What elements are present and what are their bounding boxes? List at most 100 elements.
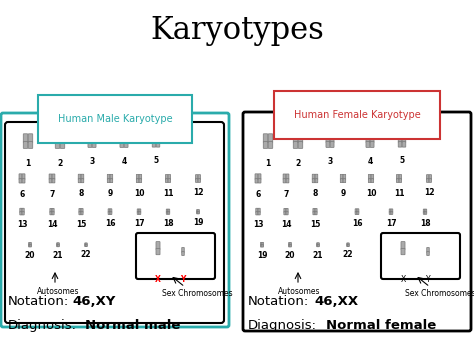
FancyBboxPatch shape bbox=[50, 208, 52, 212]
FancyBboxPatch shape bbox=[290, 245, 292, 247]
FancyBboxPatch shape bbox=[197, 212, 198, 214]
FancyBboxPatch shape bbox=[260, 242, 262, 245]
Text: Notation:: Notation: bbox=[248, 295, 309, 308]
FancyBboxPatch shape bbox=[139, 179, 142, 182]
Text: 14: 14 bbox=[47, 220, 57, 229]
Text: 20: 20 bbox=[285, 251, 295, 260]
FancyBboxPatch shape bbox=[137, 175, 139, 179]
FancyBboxPatch shape bbox=[313, 208, 315, 212]
FancyBboxPatch shape bbox=[88, 135, 92, 142]
FancyBboxPatch shape bbox=[340, 174, 343, 179]
Text: 3: 3 bbox=[90, 157, 95, 166]
FancyBboxPatch shape bbox=[156, 142, 160, 147]
FancyBboxPatch shape bbox=[23, 141, 28, 149]
Text: Human Male Karyotype: Human Male Karyotype bbox=[58, 114, 173, 124]
FancyBboxPatch shape bbox=[401, 248, 405, 255]
FancyBboxPatch shape bbox=[286, 174, 289, 179]
Text: 18: 18 bbox=[419, 219, 430, 228]
FancyBboxPatch shape bbox=[166, 209, 168, 212]
FancyBboxPatch shape bbox=[52, 208, 54, 212]
FancyBboxPatch shape bbox=[55, 141, 60, 149]
Text: Sex Chromosomes: Sex Chromosomes bbox=[162, 289, 233, 298]
FancyBboxPatch shape bbox=[330, 142, 334, 147]
FancyBboxPatch shape bbox=[110, 179, 113, 183]
FancyBboxPatch shape bbox=[166, 212, 168, 214]
Text: 9: 9 bbox=[340, 189, 346, 198]
FancyBboxPatch shape bbox=[258, 208, 260, 212]
FancyBboxPatch shape bbox=[78, 179, 81, 183]
Text: 20: 20 bbox=[25, 251, 35, 260]
FancyBboxPatch shape bbox=[55, 134, 60, 142]
FancyBboxPatch shape bbox=[312, 174, 315, 179]
Text: 12: 12 bbox=[424, 188, 434, 197]
FancyBboxPatch shape bbox=[22, 179, 25, 183]
FancyBboxPatch shape bbox=[425, 209, 427, 212]
FancyBboxPatch shape bbox=[425, 212, 427, 214]
Text: 6: 6 bbox=[255, 190, 261, 199]
Text: 17: 17 bbox=[386, 219, 396, 228]
FancyBboxPatch shape bbox=[137, 179, 139, 182]
Text: 9: 9 bbox=[108, 189, 113, 198]
FancyBboxPatch shape bbox=[19, 179, 22, 183]
FancyBboxPatch shape bbox=[427, 179, 429, 182]
FancyBboxPatch shape bbox=[49, 174, 52, 179]
FancyBboxPatch shape bbox=[326, 135, 330, 142]
FancyBboxPatch shape bbox=[81, 179, 84, 183]
FancyBboxPatch shape bbox=[88, 142, 92, 147]
FancyBboxPatch shape bbox=[298, 134, 303, 142]
Text: Y: Y bbox=[180, 275, 186, 284]
FancyBboxPatch shape bbox=[243, 112, 471, 331]
FancyBboxPatch shape bbox=[20, 208, 22, 212]
Text: 46,XX: 46,XX bbox=[314, 295, 358, 308]
FancyBboxPatch shape bbox=[262, 242, 264, 245]
FancyBboxPatch shape bbox=[165, 175, 168, 179]
FancyBboxPatch shape bbox=[85, 245, 86, 247]
Text: Y: Y bbox=[426, 275, 430, 284]
FancyBboxPatch shape bbox=[30, 242, 31, 245]
FancyBboxPatch shape bbox=[343, 179, 346, 183]
Text: X: X bbox=[401, 275, 406, 284]
FancyBboxPatch shape bbox=[370, 135, 374, 142]
FancyBboxPatch shape bbox=[168, 212, 170, 214]
Text: 6: 6 bbox=[19, 190, 25, 199]
FancyBboxPatch shape bbox=[195, 179, 198, 182]
FancyBboxPatch shape bbox=[330, 135, 334, 142]
Text: Autosomes: Autosomes bbox=[278, 287, 320, 296]
FancyBboxPatch shape bbox=[195, 175, 198, 179]
Text: 4: 4 bbox=[367, 157, 373, 166]
Text: Notation:: Notation: bbox=[8, 295, 69, 308]
FancyBboxPatch shape bbox=[355, 209, 357, 212]
Text: 16: 16 bbox=[105, 219, 115, 228]
Text: 12: 12 bbox=[193, 188, 203, 197]
Text: 19: 19 bbox=[257, 251, 267, 260]
Text: 15: 15 bbox=[310, 220, 320, 229]
FancyBboxPatch shape bbox=[86, 243, 87, 245]
FancyBboxPatch shape bbox=[258, 174, 261, 179]
FancyBboxPatch shape bbox=[317, 245, 318, 247]
FancyBboxPatch shape bbox=[284, 212, 286, 215]
FancyBboxPatch shape bbox=[381, 233, 460, 279]
FancyBboxPatch shape bbox=[423, 212, 425, 214]
FancyBboxPatch shape bbox=[78, 174, 81, 179]
FancyBboxPatch shape bbox=[139, 209, 141, 212]
FancyBboxPatch shape bbox=[399, 179, 401, 182]
FancyBboxPatch shape bbox=[256, 212, 258, 215]
Text: 3: 3 bbox=[328, 157, 333, 166]
FancyBboxPatch shape bbox=[399, 175, 401, 179]
FancyBboxPatch shape bbox=[370, 142, 374, 147]
FancyBboxPatch shape bbox=[120, 135, 124, 142]
FancyBboxPatch shape bbox=[92, 135, 96, 142]
FancyBboxPatch shape bbox=[19, 174, 22, 179]
FancyBboxPatch shape bbox=[290, 242, 292, 245]
FancyBboxPatch shape bbox=[260, 245, 262, 247]
FancyBboxPatch shape bbox=[86, 245, 87, 247]
Text: 7: 7 bbox=[283, 190, 289, 198]
FancyBboxPatch shape bbox=[318, 245, 319, 247]
FancyBboxPatch shape bbox=[258, 212, 260, 215]
FancyBboxPatch shape bbox=[315, 208, 317, 212]
FancyBboxPatch shape bbox=[268, 141, 273, 149]
FancyBboxPatch shape bbox=[312, 179, 315, 183]
FancyBboxPatch shape bbox=[283, 179, 286, 183]
FancyBboxPatch shape bbox=[284, 208, 286, 212]
Text: 46,XY: 46,XY bbox=[72, 295, 115, 308]
